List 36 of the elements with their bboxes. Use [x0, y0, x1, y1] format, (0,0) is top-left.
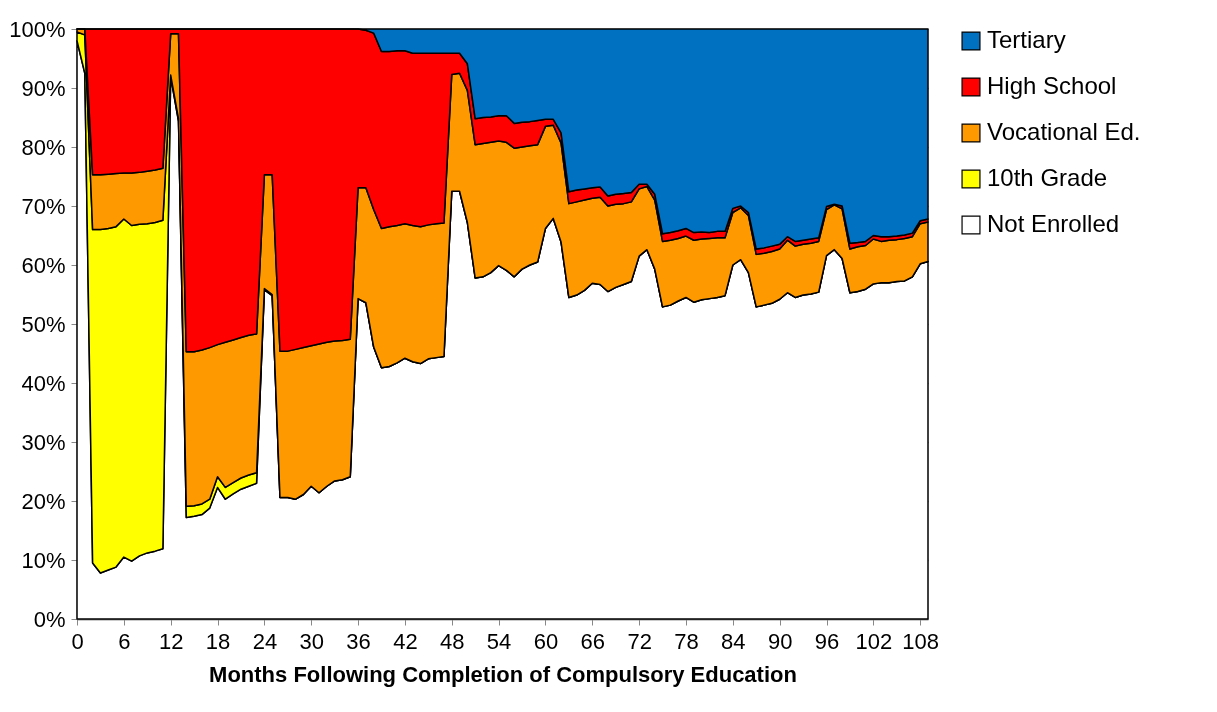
y-tick-label: 30% — [21, 429, 66, 455]
x-tick-label: 66 — [580, 628, 606, 654]
y-tick-label: 90% — [21, 75, 66, 101]
x-tick-label: 102 — [855, 628, 893, 654]
x-tick-label: 36 — [346, 628, 371, 654]
y-tick-label: 20% — [21, 488, 66, 514]
y-tick-label: 60% — [21, 252, 66, 278]
x-tick-label: 0 — [71, 628, 84, 654]
legend-label: Not Enrolled — [987, 210, 1120, 237]
x-tick-label: 84 — [721, 628, 746, 654]
y-tick-label: 100% — [9, 16, 66, 42]
x-tick-label: 30 — [299, 628, 324, 654]
legend-label: 10th Grade — [987, 164, 1108, 191]
x-tick-label: 54 — [486, 628, 512, 654]
y-tick-label: 80% — [21, 134, 66, 160]
x-tick-label: 18 — [205, 628, 231, 654]
x-tick-label: 96 — [814, 628, 840, 654]
y-tick-label: 0% — [33, 606, 66, 632]
x-tick-label: 6 — [118, 628, 131, 654]
x-tick-label: 42 — [393, 628, 418, 654]
y-tick-label: 50% — [21, 311, 66, 337]
legend-label: Tertiary — [987, 26, 1066, 53]
x-tick-label: 48 — [440, 628, 465, 654]
legend-label: High School — [987, 72, 1117, 99]
x-tick-label: 72 — [627, 628, 652, 654]
legend-label: Vocational Ed. — [987, 118, 1141, 145]
x-tick-label: 90 — [767, 628, 793, 654]
x-tick-label: 60 — [533, 628, 559, 654]
x-tick-label: 12 — [158, 628, 184, 654]
y-tick-label: 40% — [21, 370, 66, 396]
y-tick-label: 70% — [21, 193, 66, 219]
x-axis-title: Months Following Completion of Compulsory Education — [209, 661, 797, 687]
x-tick-label: 78 — [674, 628, 699, 654]
x-tick-label: 108 — [902, 628, 940, 654]
y-tick-label: 10% — [21, 547, 66, 573]
x-tick-label: 24 — [252, 628, 278, 654]
